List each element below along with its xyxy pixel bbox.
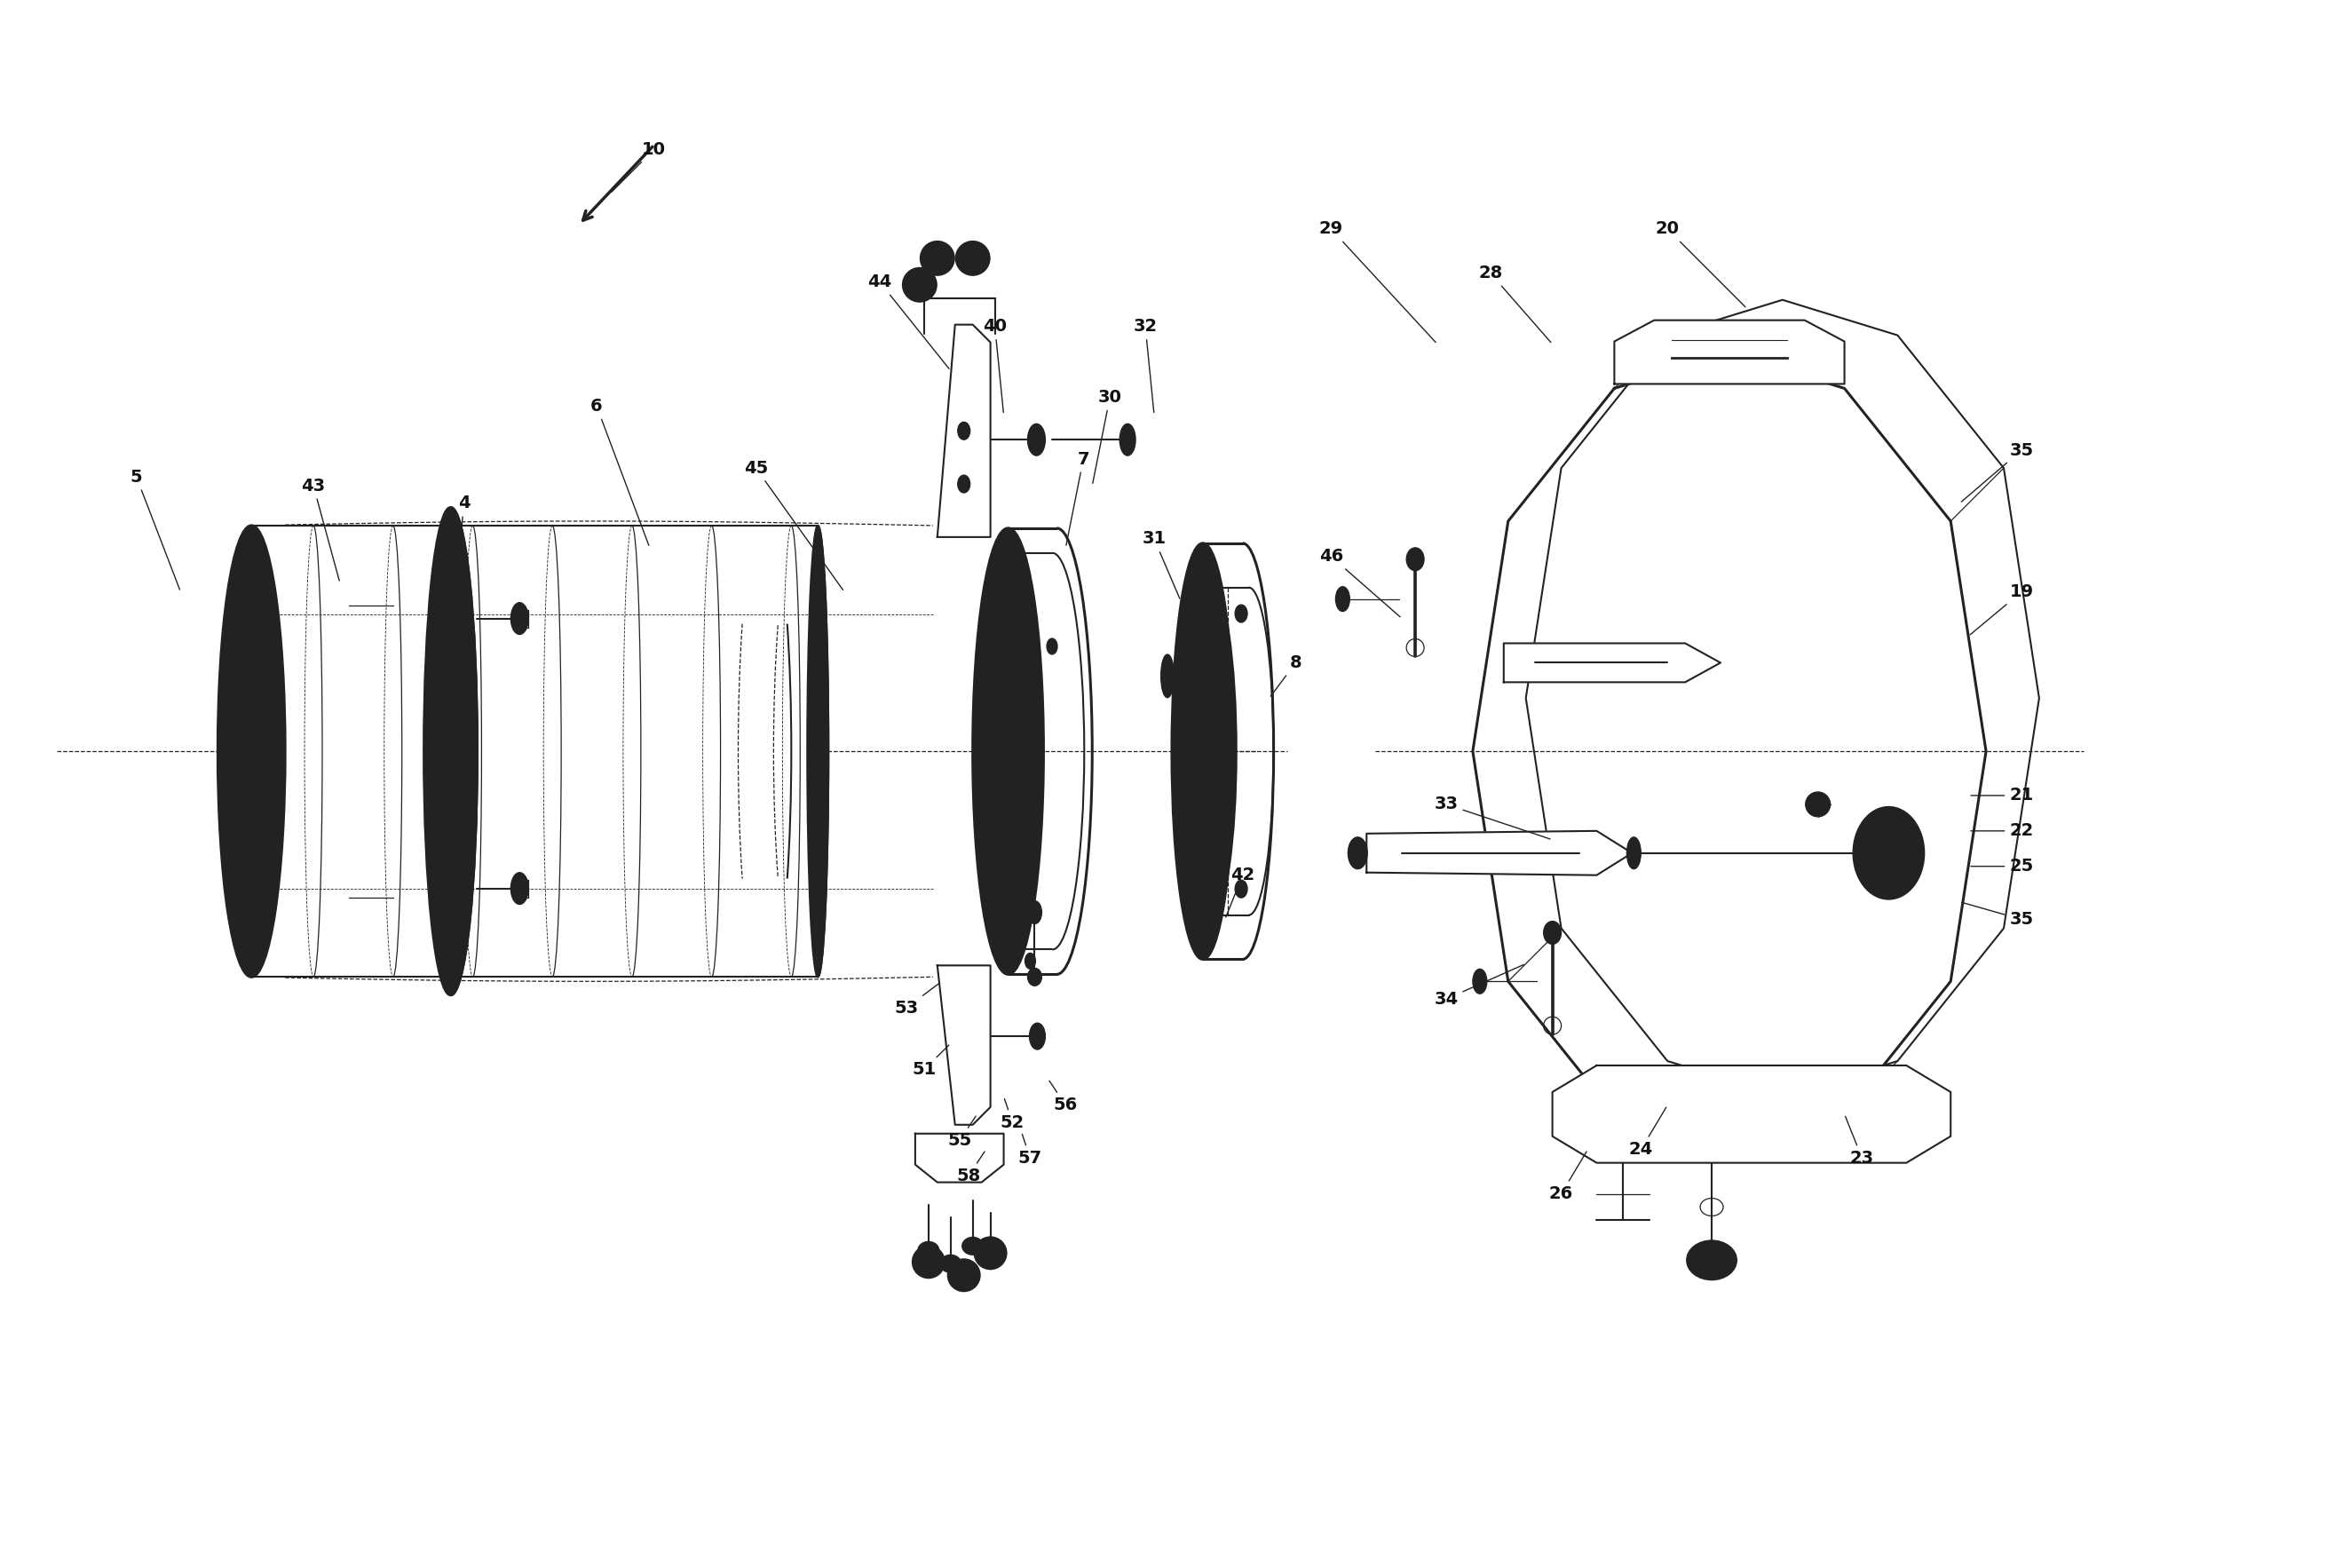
Ellipse shape [949,1259,979,1290]
Text: 40: 40 [984,318,1007,412]
Text: 25: 25 [1970,858,2033,875]
Ellipse shape [1854,808,1924,898]
Ellipse shape [940,1254,961,1273]
Text: 7: 7 [1065,450,1089,546]
Ellipse shape [1186,588,1237,916]
Ellipse shape [902,268,937,301]
Ellipse shape [512,872,528,905]
Ellipse shape [1047,638,1058,654]
Text: 52: 52 [1000,1099,1026,1132]
Text: 31: 31 [1142,530,1179,599]
Ellipse shape [423,508,477,996]
Text: 55: 55 [947,1116,977,1149]
Polygon shape [251,525,819,977]
Ellipse shape [977,554,1040,950]
Text: 46: 46 [1319,549,1400,616]
Text: 53: 53 [893,983,940,1016]
Text: 45: 45 [744,459,842,590]
Text: 35: 35 [1961,903,2033,928]
Ellipse shape [975,1237,1007,1269]
Ellipse shape [1028,902,1042,924]
Text: 29: 29 [1319,221,1435,342]
Ellipse shape [430,527,470,975]
Ellipse shape [1193,605,1207,622]
Ellipse shape [1235,880,1247,898]
Ellipse shape [958,475,970,492]
Text: 21: 21 [1970,787,2033,804]
Text: 32: 32 [1133,318,1158,412]
Text: 24: 24 [1628,1107,1665,1159]
Ellipse shape [921,241,954,274]
Text: 4: 4 [456,495,470,599]
Ellipse shape [1193,880,1207,898]
Polygon shape [1472,353,1986,1149]
Ellipse shape [1626,837,1640,869]
Text: 43: 43 [302,477,340,580]
Text: 23: 23 [1845,1116,1875,1167]
Polygon shape [1503,643,1721,682]
Text: 58: 58 [956,1151,984,1184]
Ellipse shape [219,525,286,977]
Text: 22: 22 [1970,823,2033,839]
Ellipse shape [979,1250,1000,1269]
Ellipse shape [963,1237,984,1254]
Text: 20: 20 [1656,221,1744,307]
Text: 33: 33 [1435,797,1549,839]
Text: 26: 26 [1549,1151,1586,1203]
Ellipse shape [1003,638,1014,654]
Text: 57: 57 [1019,1134,1042,1167]
Text: 10: 10 [612,141,665,191]
Ellipse shape [958,422,970,439]
Text: 51: 51 [912,1046,949,1079]
Text: 6: 6 [591,398,649,546]
Ellipse shape [512,602,528,635]
Polygon shape [1551,1066,1952,1163]
Ellipse shape [1805,792,1831,817]
Ellipse shape [1161,655,1175,698]
Polygon shape [1368,831,1633,875]
Ellipse shape [1335,586,1349,612]
Ellipse shape [1686,1240,1738,1279]
Text: 28: 28 [1479,265,1551,342]
Ellipse shape [1407,547,1424,571]
Polygon shape [1614,320,1845,384]
Ellipse shape [956,241,989,274]
Ellipse shape [1172,543,1233,960]
Ellipse shape [807,525,828,977]
Ellipse shape [1544,920,1561,944]
Polygon shape [914,1134,1005,1182]
Ellipse shape [919,1242,940,1259]
Text: 8: 8 [1270,654,1303,696]
Polygon shape [937,325,991,538]
Text: 30: 30 [1093,389,1121,483]
Polygon shape [937,966,991,1124]
Ellipse shape [1026,953,1035,969]
Text: 56: 56 [1049,1080,1077,1113]
Text: 19: 19 [1970,583,2033,635]
Ellipse shape [912,1247,944,1278]
Ellipse shape [1119,423,1135,456]
Ellipse shape [1028,423,1044,456]
Text: 35: 35 [1961,442,2033,502]
Text: 34: 34 [1435,964,1524,1008]
Ellipse shape [1472,969,1486,994]
Ellipse shape [1349,837,1368,869]
Ellipse shape [1030,1022,1044,1049]
Ellipse shape [972,528,1044,974]
Ellipse shape [1235,605,1247,622]
Text: 42: 42 [1226,867,1254,917]
Text: 5: 5 [130,469,179,590]
Ellipse shape [1028,967,1042,986]
Text: 44: 44 [868,274,949,368]
